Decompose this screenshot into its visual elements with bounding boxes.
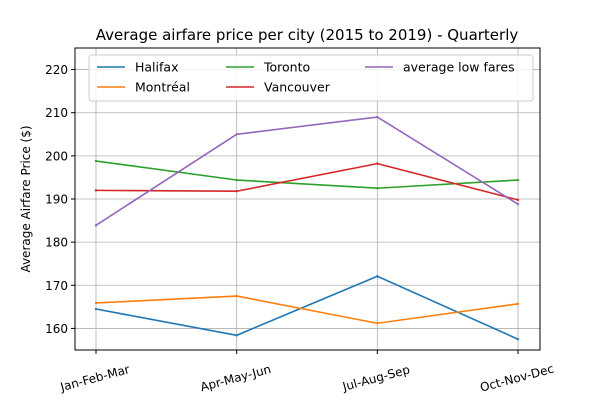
data-point xyxy=(516,178,520,182)
series-line-vancouver xyxy=(95,162,519,201)
series-line-average-low-fares xyxy=(95,116,519,227)
legend-label: Montréal xyxy=(135,80,190,95)
legend-box xyxy=(88,54,534,102)
data-point xyxy=(376,187,379,190)
series-line-montr-al xyxy=(95,295,519,325)
y-axis-label: Average Airfare Price ($) xyxy=(19,125,33,272)
y-tick-label: 160 xyxy=(45,322,68,336)
y-tick-label: 180 xyxy=(45,236,68,250)
data-point xyxy=(94,307,98,311)
data-point xyxy=(94,224,98,227)
legend-label: Halifax xyxy=(135,60,178,75)
data-point xyxy=(376,275,379,278)
data-point xyxy=(376,322,379,325)
series-line-toronto xyxy=(95,160,519,190)
data-point xyxy=(235,334,238,337)
legend-label: Toronto xyxy=(263,60,310,75)
y-axis-ticks: 160 170 180 190 200 210 220 xyxy=(45,63,75,336)
data-point xyxy=(376,115,379,119)
data-point xyxy=(235,178,238,182)
data-point xyxy=(516,198,520,202)
data-point xyxy=(235,133,238,136)
data-point xyxy=(94,159,98,163)
data-point xyxy=(94,301,98,305)
legend: Halifax Montréal Toronto Vancouver average l… xyxy=(88,54,534,102)
legend-label: average low fares xyxy=(403,60,515,75)
legend-label: Vancouver xyxy=(264,80,331,95)
chart-title: Average airfare price per city (2015 to … xyxy=(96,26,519,44)
y-tick-label: 210 xyxy=(45,106,68,120)
y-tick-label: 190 xyxy=(45,193,68,207)
data-point xyxy=(94,189,98,192)
series-layer xyxy=(94,115,520,341)
data-point xyxy=(516,338,520,341)
data-point xyxy=(235,190,238,193)
y-tick-label: 170 xyxy=(45,279,68,293)
data-point xyxy=(516,202,520,206)
data-point xyxy=(235,294,238,298)
data-point xyxy=(376,162,379,165)
y-tick-label: 220 xyxy=(45,63,68,77)
y-tick-label: 200 xyxy=(45,149,68,163)
series-line-halifax xyxy=(95,275,519,341)
data-point xyxy=(516,302,520,306)
